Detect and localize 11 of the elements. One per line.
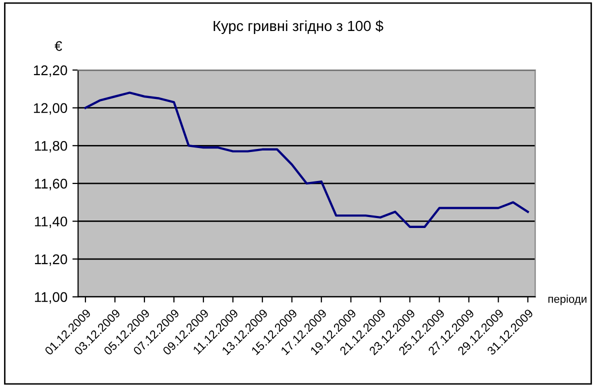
- y-tick-label: 12,20: [34, 65, 68, 77]
- y-tick-label: 11,20: [34, 254, 68, 266]
- chart-title: Курс гривні згідно з 100 $: [214, 20, 384, 34]
- y-tick-label: 11,60: [34, 178, 68, 190]
- x-axis-title: періоди: [548, 294, 586, 306]
- y-tick-label: 12,00: [34, 103, 68, 115]
- y-tick-label: 11,80: [34, 140, 68, 152]
- y-tick-label: 11,40: [34, 216, 68, 228]
- line-series: [84, 92, 529, 228]
- y-axis-title: €: [54, 41, 62, 51]
- y-tick-label: 11,00: [34, 292, 68, 304]
